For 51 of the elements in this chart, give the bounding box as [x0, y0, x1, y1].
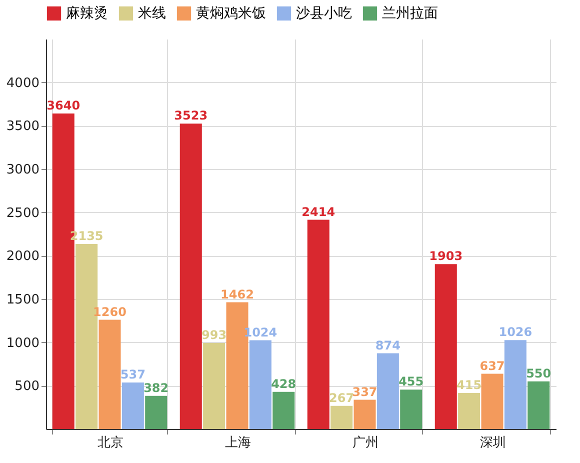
y-tick-label: 3500: [6, 119, 40, 134]
bar: [203, 342, 226, 429]
bar: [272, 392, 295, 429]
data-label: 267: [329, 390, 354, 405]
bar: [98, 320, 121, 429]
data-label: 3640: [46, 98, 80, 113]
data-label: 428: [271, 376, 296, 391]
y-tick-label: 1500: [6, 292, 40, 308]
legend-label: 麻辣烫: [66, 5, 108, 22]
bar: [504, 340, 526, 429]
data-label: 1462: [220, 287, 254, 302]
legend-label: 兰州拉面: [382, 5, 438, 22]
legend-label: 米线: [138, 5, 166, 22]
bar: [481, 374, 504, 429]
data-label: 550: [526, 366, 552, 380]
y-tick-label: 4000: [6, 76, 40, 91]
data-label: 1026: [498, 325, 532, 340]
y-tick-label: 2500: [6, 206, 40, 221]
legend-label: 沙县小吃: [296, 5, 352, 22]
data-label: 2414: [302, 204, 336, 219]
bar: [376, 353, 399, 429]
data-label: 415: [456, 378, 482, 392]
x-tick-label: 上海: [224, 436, 251, 450]
data-label: 993: [202, 328, 227, 342]
bar: [122, 382, 144, 429]
data-label: 637: [480, 358, 505, 373]
bar: [330, 406, 353, 429]
x-tick-label: 北京: [97, 436, 124, 450]
data-label: 1903: [429, 249, 463, 264]
data-label: 874: [375, 338, 400, 352]
bar: [249, 340, 272, 429]
bar: [180, 124, 202, 429]
bar: [307, 220, 330, 429]
data-label: 337: [352, 384, 378, 399]
bar: [528, 381, 550, 429]
x-tick-label: 广州: [352, 436, 378, 450]
data-label: 3523: [174, 108, 208, 123]
bar: [400, 390, 422, 429]
y-tick-label: 3000: [6, 162, 40, 178]
bar: [354, 400, 376, 429]
data-label: 537: [120, 367, 146, 382]
data-label: 382: [144, 380, 169, 395]
y-tick-label: 500: [14, 379, 40, 394]
y-tick-label: 2000: [6, 249, 40, 264]
bar: [145, 396, 168, 429]
legend-label: 黄焖鸡米饭: [196, 5, 266, 22]
bar: [434, 264, 457, 429]
y-tick-label: 1000: [6, 336, 40, 351]
bar: [458, 393, 480, 429]
data-label: 455: [398, 374, 424, 389]
x-tick-label: 深圳: [480, 436, 506, 450]
